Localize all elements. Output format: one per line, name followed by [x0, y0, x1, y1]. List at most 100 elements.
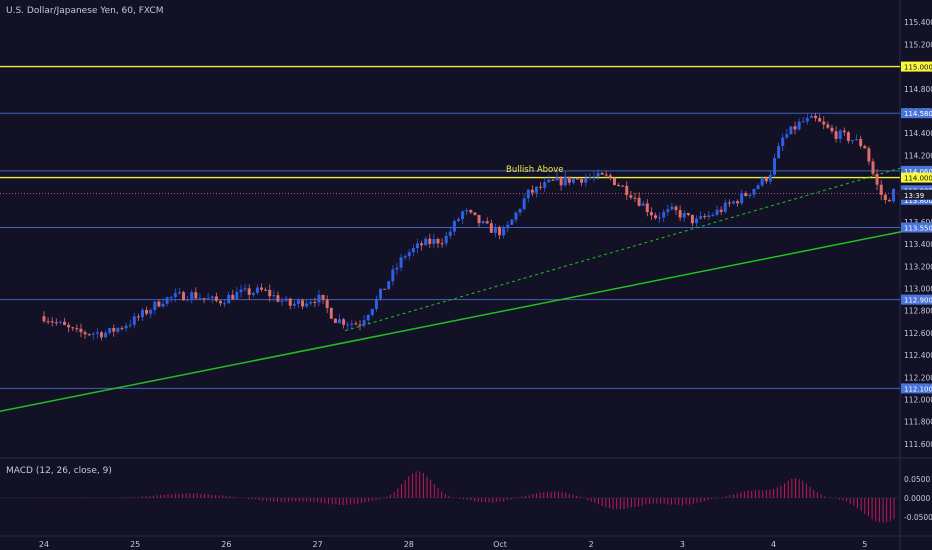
candle-body — [325, 299, 329, 309]
candle-body — [329, 308, 333, 319]
candle-body — [855, 139, 859, 141]
candle-body — [543, 182, 547, 188]
price-tick-label: 114.400 — [904, 129, 932, 138]
candle-body — [539, 186, 543, 188]
candle-body — [399, 257, 403, 268]
candle-body — [239, 289, 243, 293]
candle-body — [280, 300, 284, 302]
candle-body — [432, 238, 436, 244]
time-tick-label: Oct — [493, 540, 507, 549]
candle-body — [296, 300, 300, 304]
candle-body — [666, 209, 670, 212]
candle-body — [883, 194, 887, 200]
candle-body — [231, 294, 235, 300]
chart-title: U.S. Dollar/Japanese Yen, 60, FXCM — [6, 6, 164, 16]
candle-body — [596, 172, 600, 177]
candle-body — [227, 294, 231, 304]
candle-body — [104, 332, 108, 338]
time-tick-label: 25 — [130, 540, 140, 549]
candle-body — [887, 199, 891, 202]
price-tick-label: 114.800 — [904, 85, 932, 94]
candle-body — [859, 139, 863, 147]
candle-body — [781, 137, 785, 147]
candle-body — [370, 309, 374, 316]
macd-legend-label: MACD (12, 26, close, 9) — [6, 466, 112, 476]
level-label: 114.580 — [904, 110, 932, 118]
candle-body — [514, 212, 518, 220]
price-tick-label: 111.600 — [904, 440, 932, 449]
candle-body — [690, 214, 694, 224]
candle-body — [559, 177, 563, 186]
time-tick-label: 4 — [771, 540, 776, 549]
candle-body — [608, 175, 612, 178]
price-label: 113.800 — [904, 197, 932, 205]
candle-body — [637, 197, 641, 206]
candle-body — [424, 238, 428, 246]
price-label-box — [901, 189, 932, 200]
candle-body — [173, 293, 177, 297]
candle-body — [223, 303, 227, 305]
candle-body — [658, 217, 662, 219]
candle-body — [260, 287, 264, 290]
candle-body — [415, 243, 419, 249]
candle-body — [465, 209, 469, 212]
bullish-above-annotation: Bullish Above — [506, 165, 564, 175]
candle-body — [75, 328, 79, 330]
candle-body — [547, 179, 551, 183]
candle-body — [186, 299, 190, 301]
candle-body — [124, 325, 128, 329]
candle-body — [87, 334, 91, 336]
candle-body — [510, 219, 514, 225]
level-label: 112.900 — [904, 297, 932, 305]
candle-body — [481, 221, 485, 224]
candle-body — [440, 243, 444, 245]
candle-body — [699, 216, 703, 219]
candle-body — [838, 130, 842, 139]
candle-body — [235, 292, 239, 300]
candle-body — [756, 185, 760, 190]
candle-body — [736, 201, 740, 204]
candle-body — [383, 288, 387, 290]
candle-body — [764, 177, 768, 182]
level-label-box — [901, 222, 932, 233]
candle-body — [834, 131, 838, 139]
macd-tick-label: 0.0500 — [904, 475, 930, 484]
time-tick-label: 26 — [221, 540, 231, 549]
price-tick-label: 111.800 — [904, 418, 932, 427]
candle-body — [662, 211, 666, 218]
trend-lines[interactable] — [0, 165, 906, 413]
candle-body — [617, 184, 621, 186]
candle-body — [346, 324, 350, 326]
candle-body — [309, 301, 313, 304]
candle-body — [522, 198, 526, 210]
candle-body — [284, 298, 288, 301]
candle-body — [391, 269, 395, 282]
candle-body — [288, 298, 292, 306]
candle-body — [526, 189, 530, 199]
candle-body — [165, 297, 169, 304]
candle-body — [715, 209, 719, 215]
candle-body — [768, 174, 772, 182]
candle-body — [752, 189, 756, 195]
price-tick-label: 113.000 — [904, 285, 932, 294]
candle-body — [489, 223, 493, 233]
candle-body — [99, 332, 103, 338]
candle-body — [420, 243, 424, 246]
candle-body — [604, 174, 608, 176]
candle-body — [42, 316, 46, 322]
candle-body — [506, 224, 510, 229]
candle-body — [530, 189, 534, 193]
candle-body — [469, 209, 473, 213]
candle-body — [682, 213, 686, 218]
candle-body — [567, 176, 571, 183]
candle-body — [268, 289, 272, 297]
candle-body — [50, 321, 54, 323]
macd-tick-label: 0.0000 — [904, 494, 930, 503]
price-tick-label: 114.200 — [904, 151, 932, 160]
level-label-box — [901, 165, 932, 176]
candle-body — [818, 118, 822, 122]
candle-body — [625, 185, 629, 196]
candle-body — [580, 178, 584, 183]
